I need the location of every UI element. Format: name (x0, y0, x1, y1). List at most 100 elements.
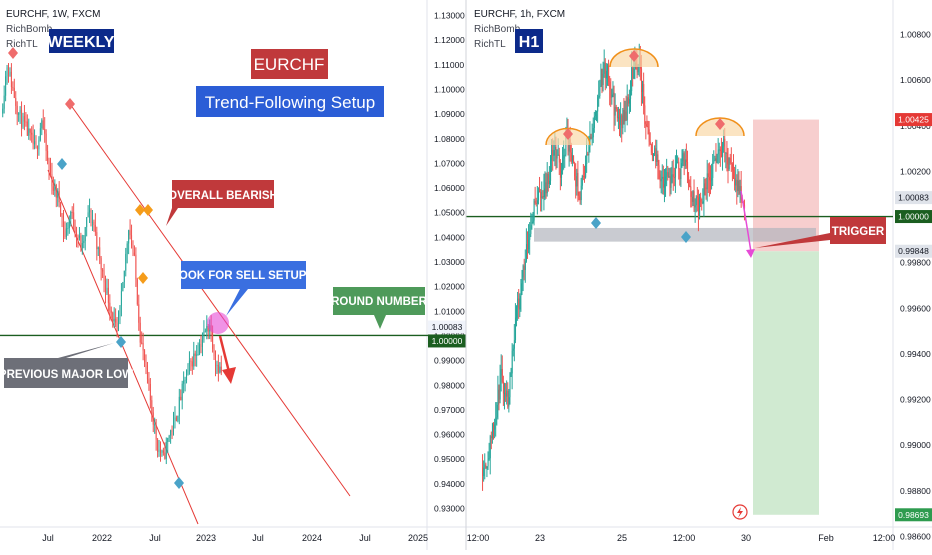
right-candle (648, 129, 650, 142)
left-candle (54, 185, 56, 191)
title: EURCHF (254, 55, 325, 74)
left-candle (68, 218, 70, 229)
left-candle (187, 363, 189, 371)
left-candle (61, 216, 63, 218)
left-candle (180, 396, 182, 401)
right-candle (506, 390, 508, 397)
right-candle (728, 157, 730, 170)
right-candle (738, 180, 740, 194)
right-candle (678, 161, 680, 170)
right-candle (687, 162, 689, 177)
left-price-tick: 1.05000 (434, 208, 465, 218)
right-candle (545, 182, 547, 194)
right-candle (696, 196, 698, 198)
right-candle (660, 178, 662, 182)
right-candle (486, 466, 488, 469)
left-upper-trendline (69, 103, 351, 497)
left-candle (168, 435, 170, 438)
right-candle (485, 464, 487, 469)
right-candle (568, 139, 570, 152)
projection-arrow (740, 190, 752, 253)
left-candle (57, 191, 59, 198)
left-candle (174, 417, 176, 420)
neckline-low-marker-a (591, 217, 601, 229)
previous-major-low-callout (4, 343, 128, 388)
right-candle (685, 159, 687, 163)
right-candle (553, 150, 555, 156)
left-indicator: RichTL (6, 39, 38, 50)
left-candle (89, 210, 91, 213)
right-candle (541, 196, 543, 199)
left-candle (135, 254, 137, 280)
left-time-tick: Jul (359, 533, 371, 543)
right-candle (682, 153, 684, 162)
right-candle (693, 191, 695, 208)
left-candle (48, 160, 50, 169)
right-candle (729, 157, 731, 164)
right-candle (535, 202, 537, 204)
previous-major-low-label: PREVIOUS MAJOR LOW (0, 369, 133, 381)
left-candle (94, 224, 96, 233)
right-candle (710, 180, 712, 182)
right-candle (657, 154, 659, 166)
right-candle (549, 180, 551, 185)
left-candle (162, 450, 164, 453)
right-time-tick: 12:00 (467, 533, 490, 543)
right-candle (508, 397, 510, 407)
right-time-tick: 25 (617, 533, 627, 543)
left-candle (203, 331, 205, 340)
right-candle (700, 197, 702, 202)
left-lower-high-marker (65, 98, 75, 110)
right-candle (618, 117, 620, 119)
left-shoulder-marker (563, 128, 573, 140)
left-candle (164, 452, 166, 459)
right-candle (701, 201, 703, 204)
left-candle (5, 76, 7, 96)
right-candle (527, 244, 529, 250)
look-for-sell-label: LOOK FOR SELL SETUPS (172, 270, 315, 282)
left-candle (90, 210, 92, 223)
right-candle (496, 404, 498, 418)
left-price-tick: 0.95000 (434, 454, 465, 464)
right-candle (574, 163, 576, 177)
left-candle (142, 343, 144, 351)
left-time-tick: Jul (252, 533, 264, 543)
right-candle (490, 436, 492, 439)
right-candle (627, 97, 629, 104)
right-candle (724, 138, 726, 154)
right-candle (546, 173, 548, 194)
right-candle (721, 150, 723, 157)
right-candle (597, 97, 599, 112)
left-candle (99, 247, 101, 259)
left-candle (118, 320, 120, 330)
left-candle (141, 342, 143, 344)
right-candle (642, 84, 644, 92)
right-candle (654, 148, 656, 155)
right-candle (664, 184, 666, 188)
right-candle (484, 464, 486, 468)
event-icon[interactable] (732, 504, 748, 520)
right-candle (650, 144, 652, 153)
left-candle (49, 168, 51, 175)
left-candle (31, 132, 33, 135)
right-candle (695, 196, 697, 206)
right-candle (528, 239, 530, 250)
right-candle (719, 149, 721, 151)
left-candle (76, 232, 78, 237)
right-candle (523, 265, 525, 270)
right-candle (612, 92, 614, 95)
left-candle (12, 86, 14, 89)
right-shoulder-marker (715, 118, 725, 130)
left-candle (10, 71, 12, 87)
right-candle (587, 153, 589, 156)
right-candle (580, 185, 582, 201)
left-candle (199, 343, 201, 354)
right-candle (739, 186, 741, 194)
right-candle (547, 173, 549, 185)
right-candle (659, 174, 661, 182)
right-candle (666, 172, 668, 177)
left-candle (149, 383, 151, 401)
left-candle (151, 400, 153, 413)
right-candle (733, 170, 735, 179)
right-candle (555, 146, 557, 159)
